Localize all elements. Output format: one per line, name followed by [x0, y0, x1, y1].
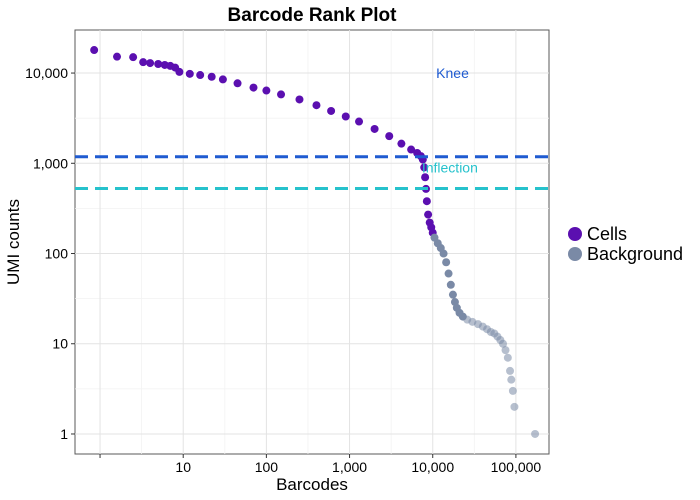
point-cells — [341, 112, 350, 121]
point-background — [531, 429, 540, 438]
x-tick-label: 10 — [175, 459, 191, 475]
y-axis-title: UMI counts — [4, 199, 23, 285]
point-cells — [129, 53, 138, 62]
data-points — [90, 46, 540, 438]
point-background — [499, 339, 508, 348]
plot-panel — [74, 29, 550, 455]
point-cells — [146, 59, 155, 68]
point-cells — [113, 52, 122, 61]
x-tick-label: 100,000 — [491, 459, 542, 475]
point-cells — [196, 71, 205, 80]
point-cells — [421, 173, 430, 182]
point-background — [444, 269, 453, 278]
axis-ticks: 10 100 1,000 10,000 100,000 1 10 100 1,000 10,000 — [25, 65, 541, 475]
point-background — [510, 402, 519, 411]
point-cells — [139, 58, 148, 67]
point-cells — [385, 132, 394, 141]
x-tick-label: 1,000 — [332, 459, 367, 475]
point-background — [503, 353, 512, 362]
point-background — [506, 366, 515, 375]
threshold-label-knee: Knee — [436, 65, 469, 81]
point-cells — [185, 69, 194, 78]
point-cells — [420, 163, 429, 172]
point-cells — [370, 124, 379, 133]
point-cells — [312, 101, 321, 110]
point-background — [507, 375, 516, 384]
legend-key-background — [568, 247, 582, 261]
threshold-lines: Knee Inflection — [75, 65, 549, 191]
point-cells — [249, 83, 258, 92]
point-cells — [397, 139, 406, 148]
point-cells — [277, 90, 286, 99]
y-tick-label: 10 — [52, 336, 68, 352]
x-axis-title: Barcodes — [276, 475, 348, 494]
point-cells — [327, 106, 336, 115]
point-cells — [175, 67, 184, 76]
y-tick-label: 1 — [60, 426, 68, 442]
x-tick-label: 100 — [255, 459, 279, 475]
point-background — [439, 249, 448, 258]
point-cells — [422, 197, 431, 206]
point-cells — [218, 75, 227, 84]
point-cells — [424, 210, 433, 219]
point-background — [442, 258, 451, 267]
point-background — [448, 290, 457, 299]
y-tick-label: 100 — [45, 246, 69, 262]
legend-label-cells: Cells — [587, 224, 627, 244]
point-cells — [355, 117, 364, 126]
point-cells — [407, 145, 416, 154]
legend-key-cells — [568, 227, 582, 241]
point-cells — [262, 86, 271, 95]
point-background — [501, 346, 510, 355]
point-background — [508, 386, 517, 395]
legend-label-background: Background — [587, 244, 683, 264]
point-cells — [154, 59, 163, 68]
point-cells — [233, 79, 242, 88]
threshold-label-inflection: Inflection — [422, 159, 478, 175]
point-background — [446, 280, 455, 289]
x-tick-label: 10,000 — [411, 459, 454, 475]
chart-title: Barcode Rank Plot — [228, 5, 398, 26]
y-tick-label: 1,000 — [33, 155, 68, 171]
point-cells — [295, 95, 304, 104]
point-cells — [90, 46, 99, 55]
point-cells — [207, 72, 216, 81]
y-tick-label: 10,000 — [25, 65, 68, 81]
grid — [75, 30, 549, 454]
